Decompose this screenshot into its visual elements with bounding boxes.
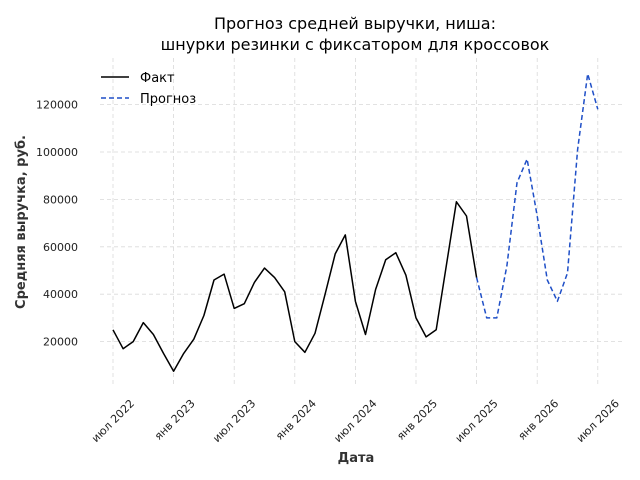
series-lines	[112, 73, 599, 372]
y-tick-label: 120000	[36, 99, 78, 112]
x-tick-label: янв 2026	[516, 397, 562, 443]
x-tick-label: июл 2023	[210, 397, 258, 445]
legend: Факт Прогноз	[101, 71, 196, 107]
legend-label-fact: Факт	[140, 71, 175, 86]
x-axis-label: Дата	[338, 451, 375, 466]
x-tick-label: июл 2026	[574, 397, 622, 445]
x-tick-labels: июл 2022 янв 2023 июл 2023 янв 2024 июл 2024…	[89, 397, 622, 445]
y-tick-labels: 20000 40000 60000 80000 100000 120000	[36, 99, 78, 349]
y-axis-label: Средняя выручка, руб.	[14, 135, 29, 309]
y-tick-label: 80000	[43, 193, 78, 206]
x-tick-label: июл 2022	[89, 397, 137, 445]
chart-title-line1: Прогноз средней выручки, ниша:	[214, 14, 496, 33]
x-tick-label: июл 2024	[331, 397, 379, 445]
x-tick-label: июл 2025	[453, 397, 501, 445]
legend-label-forecast: Прогноз	[140, 92, 196, 107]
x-tick-label: янв 2023	[152, 397, 198, 443]
x-tick-label: янв 2025	[394, 397, 440, 443]
y-tick-label: 100000	[36, 146, 78, 159]
series-line-forecast	[475, 73, 599, 319]
y-tick-label: 20000	[43, 336, 78, 349]
y-tick-label: 60000	[43, 241, 78, 254]
chart-title-line2: шнурки резинки с фиксатором для кроссово…	[161, 35, 550, 54]
x-tick-label: янв 2024	[273, 397, 319, 443]
grid	[100, 58, 622, 386]
y-tick-label: 40000	[43, 288, 78, 301]
series-line-fact	[112, 201, 478, 372]
